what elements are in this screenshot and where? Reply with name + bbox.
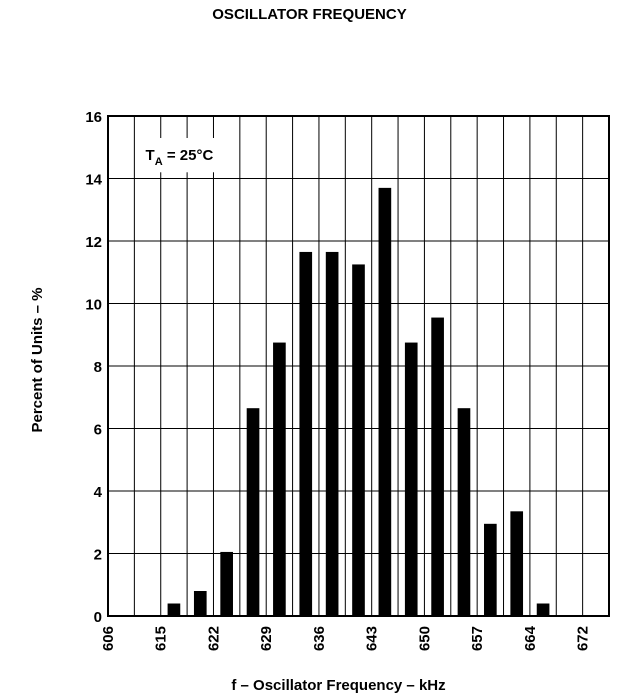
x-axis-ticks: 606 615 622 629 636 643 650 657 664 672: [100, 625, 592, 651]
y-tick-label: 8: [94, 359, 102, 376]
y-tick-label: 12: [85, 234, 102, 251]
x-tick-label: 650: [416, 626, 433, 651]
y-axis-label: Percent of Units – %: [29, 287, 46, 432]
bar: [352, 264, 365, 616]
plot-frame: [107, 115, 610, 617]
y-tick-label: 6: [94, 422, 102, 439]
bar: [220, 551, 233, 616]
annotation: TA = 25°C: [138, 138, 236, 173]
annotation-text: TA = 25°C: [146, 147, 214, 168]
bar: [246, 408, 260, 616]
bars: [167, 187, 550, 616]
bar: [378, 187, 392, 616]
x-tick-label: 672: [575, 626, 592, 651]
bar: [404, 342, 418, 616]
bar: [273, 342, 286, 616]
bar: [193, 591, 207, 616]
x-tick-label: 636: [311, 626, 328, 651]
y-tick-label: 14: [85, 172, 102, 189]
bar: [457, 408, 471, 616]
bar: [325, 251, 339, 616]
bar: [299, 251, 313, 616]
y-tick-label: 4: [94, 484, 103, 501]
y-tick-label: 10: [85, 297, 102, 314]
y-tick-label: 16: [85, 109, 102, 126]
x-tick-label: 643: [364, 626, 381, 651]
annotation-background: [138, 138, 236, 173]
chart-title: OSCILLATOR FREQUENCY: [212, 6, 407, 23]
x-tick-label: 664: [522, 625, 539, 651]
y-tick-label: 2: [94, 547, 102, 564]
x-tick-label: 606: [100, 626, 117, 651]
x-axis-label: f – Oscillator Frequency – kHz: [231, 677, 445, 694]
y-tick-label: 0: [94, 609, 102, 626]
bar: [431, 317, 444, 616]
x-tick-label: 622: [205, 626, 222, 651]
bar: [484, 523, 497, 616]
x-tick-label: 615: [153, 626, 170, 651]
y-axis-ticks: 0 2 4 6 8 10 12 14 16: [85, 109, 102, 626]
bar: [167, 603, 181, 616]
x-tick-label: 657: [469, 626, 486, 651]
bar: [536, 603, 550, 616]
x-tick-label: 629: [258, 626, 275, 651]
grid: [108, 116, 609, 616]
bar: [510, 511, 524, 616]
